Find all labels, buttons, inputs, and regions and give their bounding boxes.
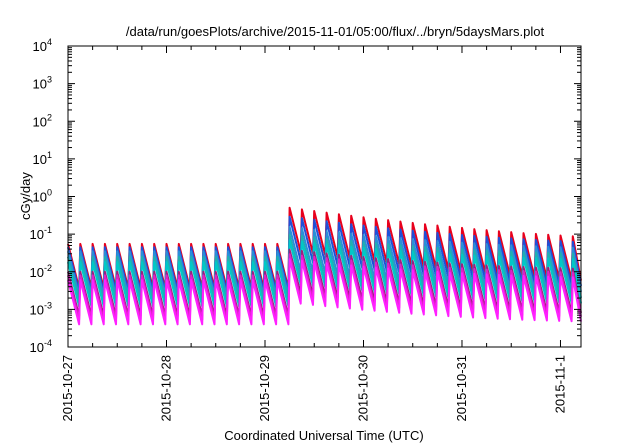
x-tick-label: 2015-10-29 — [257, 355, 272, 422]
y-tick-label: 10-1 — [30, 225, 52, 242]
y-tick-label: 101 — [33, 150, 52, 167]
x-tick-label: 2015-10-30 — [355, 355, 370, 422]
y-tick-label: 10-2 — [30, 263, 52, 280]
x-axis-label: Coordinated Universal Time (UTC) — [224, 428, 423, 443]
y-tick-label: 104 — [33, 37, 52, 54]
y-tick-label: 10-3 — [30, 300, 52, 317]
x-axis-ticks: 2015-10-27 2015-10-28 2015-10-29 2015-10-30… — [60, 46, 567, 422]
y-axis-ticks: 104 103 102 101 100 10-1 10-2 10-3 10-4 — [30, 37, 581, 355]
y-tick-label: 103 — [33, 75, 52, 92]
series-line-8 — [67, 258, 582, 326]
x-tick-label: 2015-11-1 — [552, 355, 567, 413]
series-group — [67, 206, 582, 326]
y-axis-label: cGy/day — [18, 172, 33, 220]
x-tick-label: 2015-10-27 — [60, 355, 75, 422]
y-tick-label: 100 — [33, 188, 52, 205]
x-tick-label: 2015-10-28 — [158, 355, 173, 422]
plot-frame — [67, 45, 582, 348]
chart-title: /data/run/goesPlots/archive/2015-11-01/0… — [126, 24, 545, 39]
y-tick-label: 102 — [33, 112, 52, 129]
y-tick-label: 10-4 — [30, 338, 52, 355]
x-tick-label: 2015-10-31 — [454, 355, 469, 422]
